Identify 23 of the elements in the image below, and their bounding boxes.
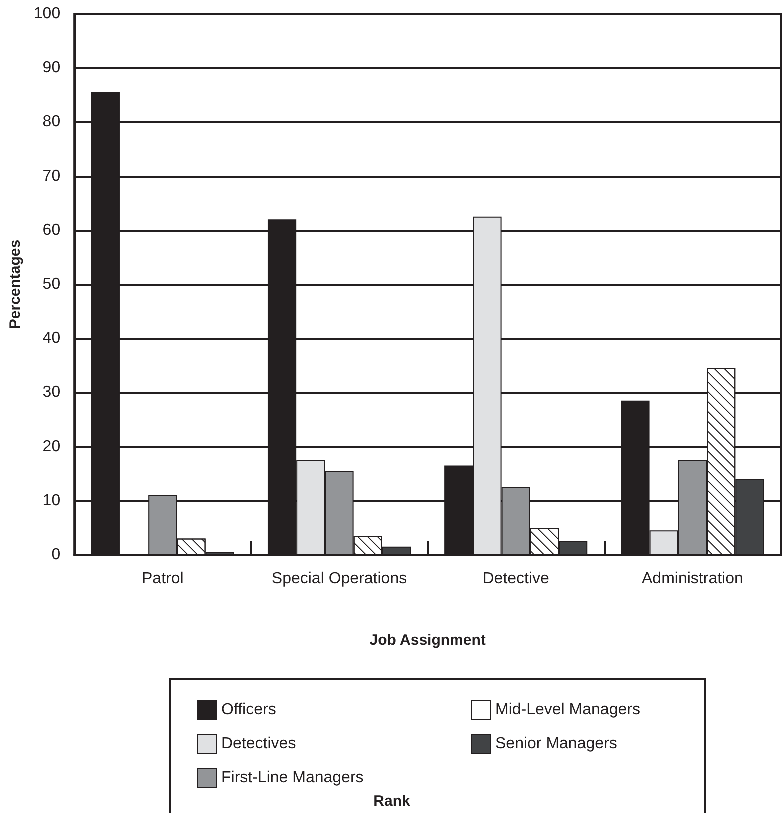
y-axis-title: Percentages <box>7 240 24 330</box>
y-tick-label: 30 <box>42 384 61 402</box>
y-tick-label: 10 <box>42 492 61 510</box>
legend-label: Detectives <box>222 736 296 752</box>
y-tick-label: 80 <box>42 114 61 131</box>
legend-label: Officers <box>222 702 276 718</box>
legend-label: Mid-Level Managers <box>496 702 640 718</box>
y-tick-label: 40 <box>42 330 61 348</box>
y-tick-label: 20 <box>42 438 61 456</box>
y-tick-label: 70 <box>42 168 61 185</box>
legend-label: First-Line Managers <box>222 770 364 786</box>
y-tick-label: 0 <box>52 546 61 564</box>
x-tick-label: Administration <box>642 570 744 588</box>
x-tick-label: Patrol <box>142 570 184 588</box>
legend-label: Senior Managers <box>496 736 618 752</box>
y-tick-label: 90 <box>42 60 61 77</box>
y-tick-label: 50 <box>42 276 61 293</box>
legend-title: Rank <box>374 793 411 810</box>
y-tick-label: 100 <box>34 6 61 22</box>
y-tick-label: 60 <box>42 222 61 239</box>
x-tick-label: Special Operations <box>272 570 408 588</box>
x-axis-title: Job Assignment <box>370 632 486 649</box>
x-tick-label: Detective <box>482 570 550 588</box>
